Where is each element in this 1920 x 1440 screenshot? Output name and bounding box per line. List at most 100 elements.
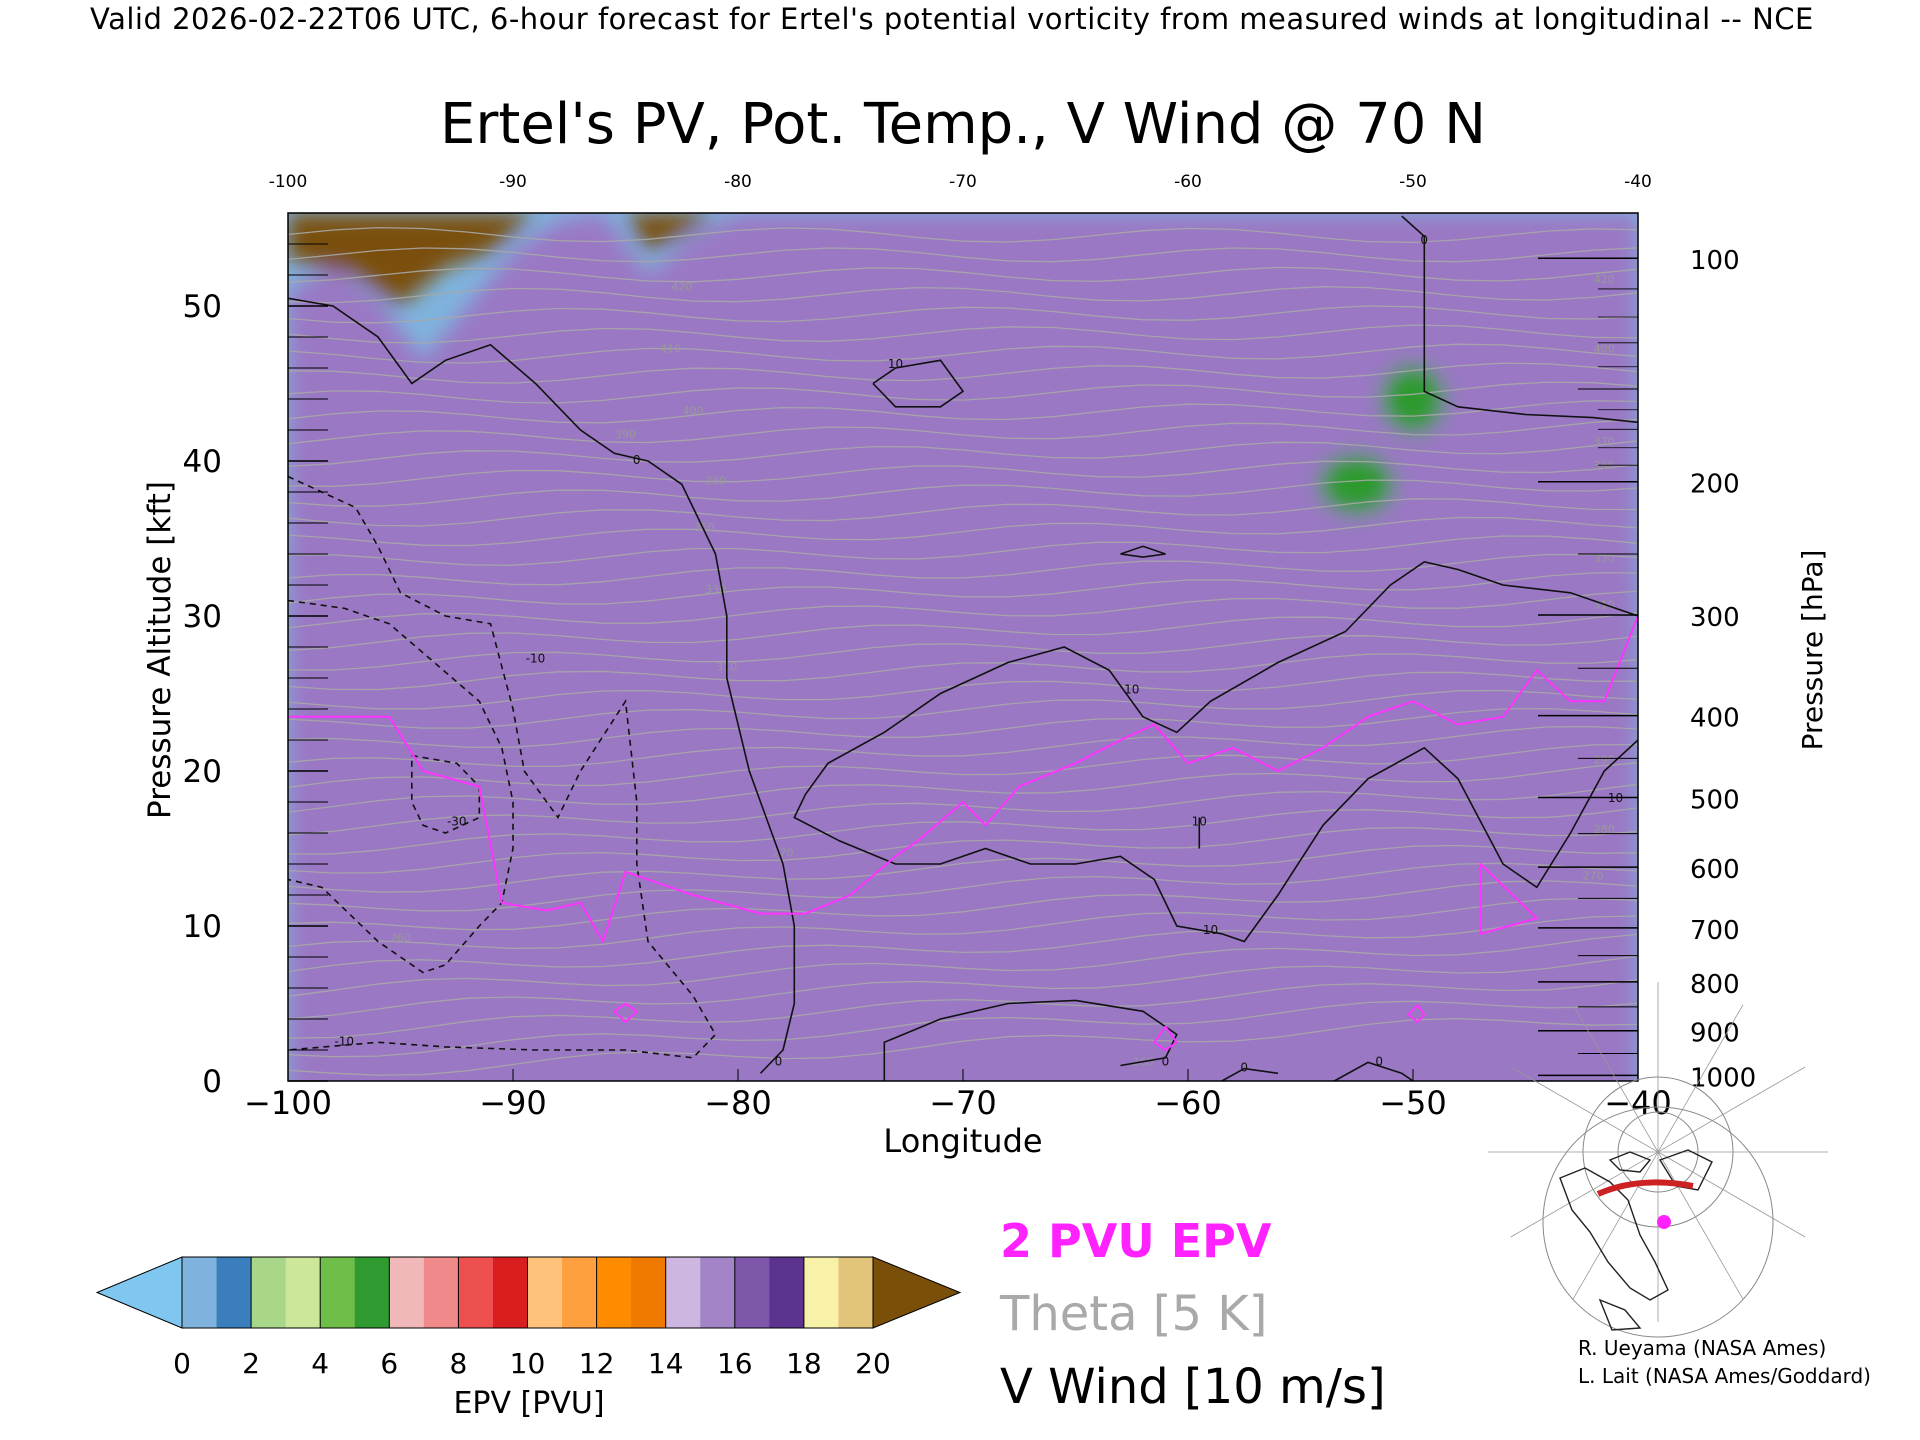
x-top-tick-label-1: -90	[499, 172, 527, 192]
theta-label-1: 410	[660, 343, 681, 356]
colorbar-band-15	[700, 1257, 735, 1328]
theta-label-9: 260	[390, 932, 411, 945]
pressure-tick-label-2: 300	[1690, 603, 1740, 633]
colorbar-tick-label-3: 6	[380, 1347, 398, 1380]
colorbar: 02468101214161820	[97, 1257, 960, 1380]
legend-theta-label: Theta [5 K]	[999, 1286, 1268, 1342]
colorbar-tick-label-9: 18	[786, 1347, 822, 1380]
colorbar-tick-label-8: 16	[717, 1347, 753, 1380]
pressure-tick-label-0: 100	[1690, 246, 1740, 276]
theta-label-11: 420	[1594, 273, 1615, 286]
colorbar-band-3	[286, 1257, 321, 1328]
x-top-tick-label-2: -80	[724, 172, 752, 192]
pressure-tick-label-5: 600	[1690, 855, 1740, 885]
colorbar-band-1	[217, 1257, 252, 1328]
x-tick-label-3: −70	[929, 1084, 997, 1122]
colorbar-under-arrow	[97, 1257, 182, 1328]
y-tick-label-1: 10	[183, 909, 222, 945]
vwind-label-2-1: -10	[526, 652, 546, 666]
colorbar-band-11	[562, 1257, 597, 1328]
colorbar-tick-label-0: 0	[173, 1347, 191, 1380]
inset-central-america	[1600, 1300, 1640, 1330]
theta-label-19: 270	[1583, 870, 1604, 883]
y-tick-label-5: 50	[183, 289, 222, 325]
x-top-tick-label-4: -60	[1174, 172, 1202, 192]
vwind-label-0-0: 0	[633, 453, 641, 467]
colorbar-band-18	[804, 1257, 839, 1328]
colorbar-tick-label-5: 10	[510, 1347, 546, 1380]
vwind-label-0-1: 0	[775, 1055, 783, 1069]
pressure-tick-label-4: 500	[1690, 786, 1740, 816]
x-top-tick-label-6: -40	[1624, 172, 1652, 192]
colorbar-band-5	[355, 1257, 390, 1328]
theta-label-8: 270	[773, 846, 794, 859]
colorbar-band-16	[735, 1257, 770, 1328]
chart-title: Ertel's PV, Pot. Temp., V Wind @ 70 N	[440, 92, 1486, 157]
pressure-tick-label-6: 700	[1690, 916, 1740, 946]
x-top-tick-label-5: -50	[1399, 172, 1427, 192]
colorbar-band-6	[389, 1257, 424, 1328]
epv-shaded-layers	[288, 213, 1638, 1128]
colorbar-band-2	[251, 1257, 286, 1328]
theta-label-0: 420	[671, 281, 692, 294]
y-tick-label-3: 30	[183, 599, 222, 635]
pressure-tick-label-9: 1000	[1690, 1063, 1756, 1093]
theta-label-3: 390	[615, 428, 636, 441]
epv-green-pocket-1	[1381, 364, 1445, 434]
colorbar-band-12	[597, 1257, 632, 1328]
vwind-label-1-0: 0	[1420, 233, 1428, 247]
colorbar-band-10	[528, 1257, 563, 1328]
theta-label-4: 380	[705, 474, 726, 487]
y-axis-right-label: Pressure [hPa]	[1796, 550, 1829, 751]
vwind-label-7-0: 10	[1124, 683, 1139, 697]
vwind-label-4-0: -30	[447, 814, 467, 828]
colorbar-tick-label-6: 12	[579, 1347, 615, 1380]
colorbar-band-17	[769, 1257, 804, 1328]
colorbar-band-9	[493, 1257, 528, 1328]
vwind-label-12-0: 0	[1375, 1055, 1383, 1069]
inset-arctic-islands	[1610, 1152, 1650, 1172]
colorbar-tick-label-2: 4	[311, 1347, 329, 1380]
epv-field: 4204104003903803503303102702602604204003…	[288, 213, 1638, 1128]
theta-label-2: 400	[683, 405, 704, 418]
colorbar-band-8	[458, 1257, 493, 1328]
plot-area: 4204104003903803503303102702602604204003…	[288, 213, 1638, 1128]
vwind-label-8-0: 10	[1203, 923, 1218, 937]
x-tick-label-4: −60	[1154, 1084, 1222, 1122]
pressure-tick-label-7: 800	[1690, 970, 1740, 1000]
epv-layer-4	[288, 213, 1638, 1128]
colorbar-band-4	[320, 1257, 355, 1328]
vwind-label-10-0: 0	[1162, 1055, 1170, 1069]
vwind-label-5-0: 10	[888, 357, 903, 371]
colorbar-label: EPV [PVU]	[453, 1386, 604, 1421]
colorbar-tick-label-4: 8	[449, 1347, 467, 1380]
colorbar-band-19	[838, 1257, 873, 1328]
y-axis-label: Pressure Altitude [kft]	[142, 481, 178, 819]
colorbar-tick-label-1: 2	[242, 1347, 260, 1380]
y-tick-label-0: 0	[202, 1064, 222, 1100]
colorbar-band-7	[424, 1257, 459, 1328]
x-tick-label-1: −90	[479, 1084, 547, 1122]
x-tick-label-0: −100	[244, 1084, 332, 1122]
pressure-tick-label-3: 400	[1690, 704, 1740, 734]
pressure-tick-label-1: 200	[1690, 470, 1740, 500]
colorbar-band-0	[182, 1257, 217, 1328]
y-tick-label-2: 20	[183, 754, 222, 790]
x-axis-label: Longitude	[883, 1122, 1042, 1160]
x-tick-label-6: −40	[1604, 1084, 1672, 1122]
y-tick-label-4: 40	[183, 444, 222, 480]
credit-line-2: L. Lait (NASA Ames/Goddard)	[1578, 1364, 1871, 1388]
credit-line-1: R. Ueyama (NASA Ames)	[1578, 1336, 1826, 1360]
colorbar-band-14	[666, 1257, 701, 1328]
x-tick-label-5: −50	[1379, 1084, 1447, 1122]
x-top-tick-label-0: -100	[269, 172, 308, 192]
vwind-label-11-0: 0	[1240, 1061, 1248, 1075]
theta-label-12: 400	[1594, 343, 1615, 356]
inset-location-marker	[1657, 1215, 1671, 1229]
colorbar-over-arrow	[873, 1257, 960, 1328]
legend-2pvu-label: 2 PVU EPV	[1000, 1214, 1272, 1268]
x-tick-label-2: −80	[704, 1084, 772, 1122]
colorbar-band-13	[631, 1257, 666, 1328]
